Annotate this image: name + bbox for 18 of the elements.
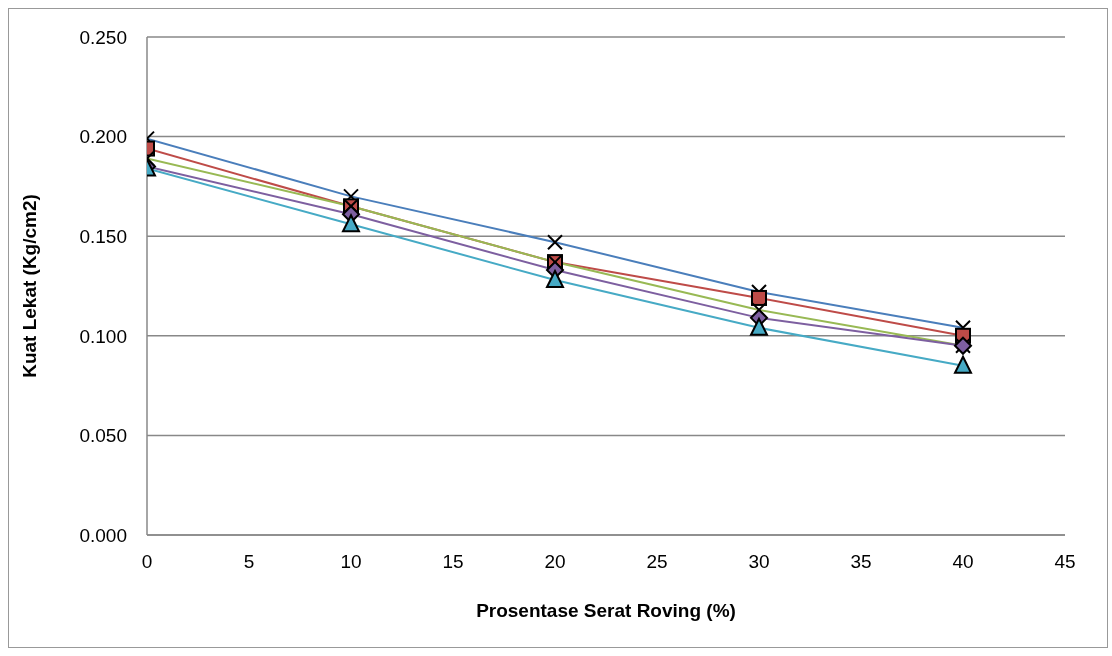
y-tick-label: 0.200 (79, 126, 127, 148)
x-tick-label: 15 (442, 551, 464, 573)
x-tick-label: 20 (544, 551, 566, 573)
x-tick-label: 45 (1054, 551, 1076, 573)
x-tick-label: 40 (952, 551, 974, 573)
x-axis-title: Prosentase Serat Roving (%) (476, 600, 736, 621)
y-tick-label: 0.150 (79, 225, 127, 247)
y-tick-label: 0.050 (79, 425, 127, 447)
y-tick-label: 0.100 (79, 325, 127, 347)
y-axis-title: Kuat Lekat (Kg/cm2) (18, 194, 40, 378)
y-tick-label: 0.000 (79, 524, 127, 546)
x-tick-label: 35 (850, 551, 872, 573)
x-tick-label: 0 (141, 551, 153, 573)
y-tick-label: 0.250 (79, 26, 127, 48)
x-tick-label: 25 (646, 551, 668, 573)
x-tick-label: 10 (340, 551, 362, 573)
x-tick-label: 30 (748, 551, 770, 573)
x-tick-label: 5 (243, 551, 255, 573)
